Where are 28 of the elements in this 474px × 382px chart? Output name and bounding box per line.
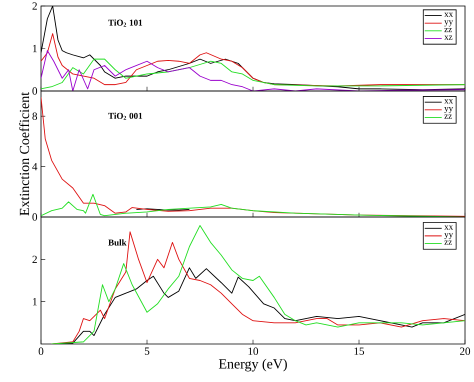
- x-tick-label: 20: [460, 348, 470, 355]
- x-tick-label: 0: [38, 348, 44, 355]
- y-tick-label: 1: [32, 44, 37, 52]
- legend-label: yy: [444, 20, 454, 26]
- legend-label: xx: [444, 225, 454, 230]
- x-axis-title: Energy (eV): [218, 358, 287, 372]
- annotation: Bulk: [108, 239, 127, 246]
- legend-label: zz: [444, 240, 452, 245]
- y-tick-label: 8: [32, 112, 38, 120]
- legend-label: xz: [444, 36, 452, 40]
- y-axis-title: Extinction Coefficient: [19, 92, 30, 216]
- y-tick-label: 0: [32, 87, 38, 95]
- legend-label: xx: [444, 12, 454, 17]
- y-tick-label: 4: [32, 163, 38, 170]
- x-tick-label: 15: [354, 348, 364, 355]
- y-tick-label: 0: [32, 213, 38, 221]
- y-tick-label: 2: [32, 2, 37, 10]
- y-tick-label: 2: [32, 256, 37, 263]
- y-tick-label: 1: [32, 298, 37, 306]
- legend-label: xx: [444, 99, 454, 104]
- x-tick-label: 5: [144, 348, 150, 355]
- legend-label: yy: [444, 107, 454, 114]
- x-tick-label: 10: [248, 348, 258, 355]
- annotation: TiO$_{2}$ 001: [108, 112, 142, 120]
- legend-label: yy: [444, 233, 454, 240]
- legend-label: zz: [444, 114, 452, 119]
- annotation: TiO$_{2}$ 101: [108, 19, 142, 27]
- legend-label: zz: [444, 28, 452, 32]
